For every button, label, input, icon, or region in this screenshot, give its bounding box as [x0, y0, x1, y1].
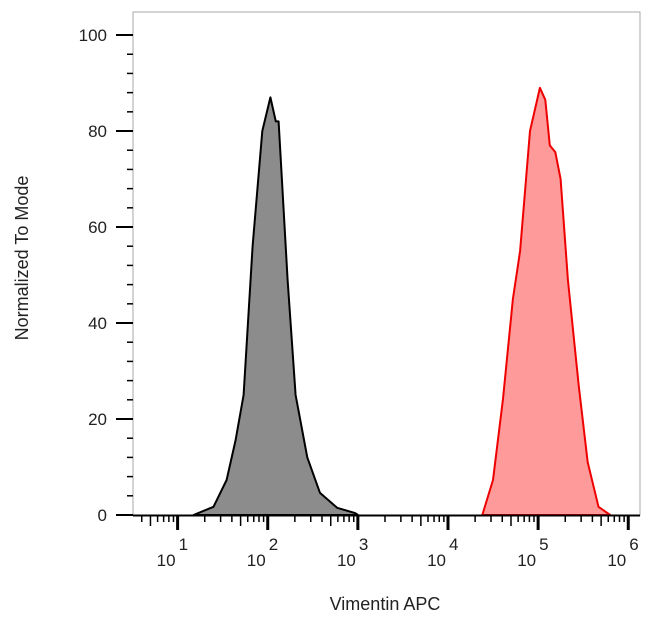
x-tick-label-exponent: 3	[359, 535, 368, 554]
y-tick-label: 20	[88, 410, 107, 429]
x-tick-label-exponent: 2	[269, 535, 278, 554]
x-tick-label-exponent: 5	[539, 535, 548, 554]
y-tick-label: 0	[98, 506, 107, 525]
y-tick-label: 80	[88, 122, 107, 141]
y-tick-label: 100	[79, 26, 107, 45]
y-axis-title: Normalized To Mode	[12, 176, 32, 341]
x-tick-label-base: 10	[337, 551, 356, 570]
x-tick-label-base: 10	[157, 551, 176, 570]
x-axis-title: Vimentin APC	[330, 594, 441, 614]
y-tick-label: 40	[88, 314, 107, 333]
x-tick-label-exponent: 4	[449, 535, 458, 554]
y-tick-label: 60	[88, 218, 107, 237]
x-tick-label-exponent: 1	[179, 535, 188, 554]
x-tick-label-exponent: 6	[629, 535, 638, 554]
x-tick-label-base: 10	[247, 551, 266, 570]
histogram-series-1	[192, 96, 359, 516]
x-tick-label-base: 10	[427, 551, 446, 570]
histogram-series-2	[481, 86, 612, 516]
x-tick-label-base: 10	[517, 551, 536, 570]
x-tick-label-base: 10	[607, 551, 626, 570]
